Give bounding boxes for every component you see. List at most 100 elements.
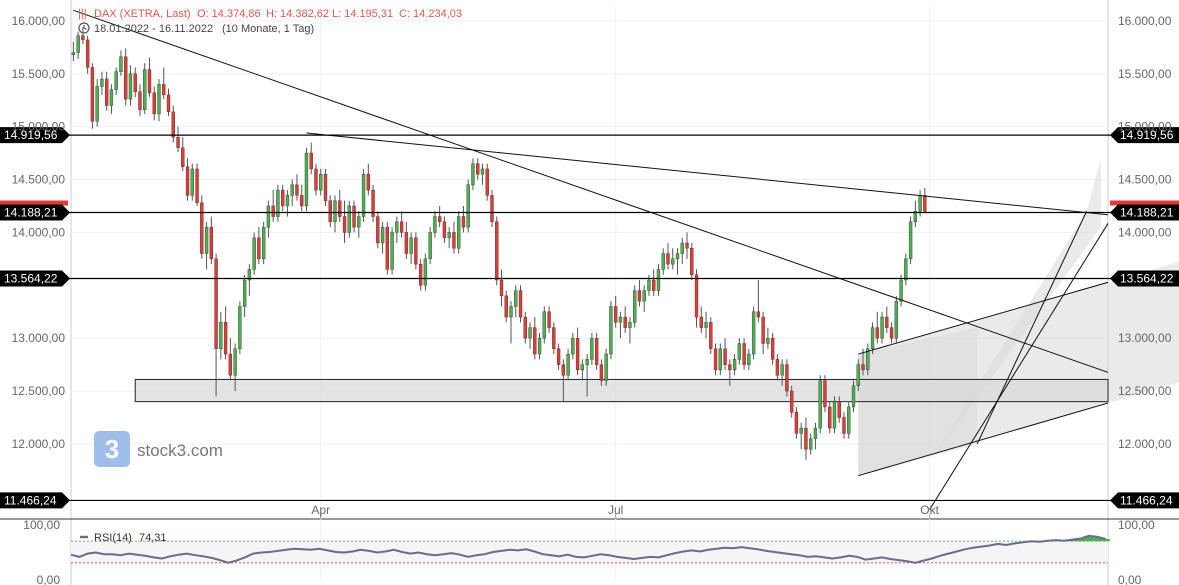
candle-down <box>885 316 889 328</box>
candle-down <box>281 189 285 207</box>
candle-down <box>147 69 152 93</box>
candle-up <box>818 380 822 429</box>
rsi-overbought-fill <box>1101 539 1110 542</box>
y-tick-label-right: 14.000,00 <box>1118 225 1172 239</box>
candle-down <box>690 248 694 275</box>
level-tag-bg <box>1110 270 1179 287</box>
rsi-overbought-fill <box>1076 538 1085 542</box>
candle-up <box>528 327 532 339</box>
candle-up <box>799 427 803 434</box>
trendline <box>976 211 1088 445</box>
level-tag-label: 13.564,22 <box>1120 272 1174 286</box>
rsi-overbought-fill <box>1093 536 1102 542</box>
candle-up <box>718 348 722 371</box>
candle-up <box>737 343 742 360</box>
rsi-band <box>71 541 1108 563</box>
trendline <box>858 402 1108 477</box>
x-tick-label: Apr <box>311 503 330 517</box>
candle-down <box>271 205 275 217</box>
candle-up <box>604 353 608 381</box>
x-tick-label: Okt <box>920 503 939 517</box>
candle-down <box>418 263 423 286</box>
candle-up <box>457 216 461 249</box>
candle-up <box>585 359 589 365</box>
candle-down <box>518 290 523 318</box>
candle-down <box>81 35 85 41</box>
level-tag-left: 11.466,24 <box>0 492 70 509</box>
candle-up <box>114 71 118 90</box>
y-tick-label-left: 14.000,00 <box>12 225 66 239</box>
candle-down <box>556 348 561 365</box>
rsi-overbought-fill <box>1084 535 1094 542</box>
candle-down <box>837 401 841 418</box>
candle-up <box>466 184 470 228</box>
candle-down <box>328 200 332 223</box>
candle-down <box>223 322 228 355</box>
level-tag-label: 14.919,56 <box>1120 128 1174 142</box>
candle-down <box>823 380 827 408</box>
level-tag-label: 14.919,56 <box>4 128 58 142</box>
y-tick-label-left: 13.000,00 <box>12 331 66 345</box>
candle-up <box>675 253 680 260</box>
candle-type-icon[interactable]: ||| <box>78 8 87 20</box>
candle-down <box>789 390 794 413</box>
chart-header: ||| DAX (XETRA, Last) O: 14.374,86 H: 14… <box>78 8 462 35</box>
candle-up <box>433 216 437 233</box>
candle-up <box>304 152 309 207</box>
candle-down <box>124 56 128 100</box>
candle-up <box>276 189 280 217</box>
level-tag-bg <box>0 492 70 509</box>
candle-down <box>257 237 261 260</box>
candle-down <box>533 327 537 355</box>
level-tag-bg <box>0 270 70 287</box>
level-tag-label: 14.188,21 <box>1120 206 1174 220</box>
period-label: (10 Monate, 1 Tag) <box>222 23 314 35</box>
support-zone <box>134 378 1109 403</box>
level-highlight <box>1110 200 1179 206</box>
candle-down <box>623 316 627 328</box>
candle-up <box>238 306 242 349</box>
candle-up <box>447 232 451 238</box>
candle-down <box>499 279 504 297</box>
candle-down <box>105 78 109 106</box>
candle-down <box>85 39 90 68</box>
candle-down <box>889 327 894 339</box>
candle-down <box>775 359 780 376</box>
candle-down <box>547 311 551 328</box>
candle-up <box>704 322 708 328</box>
candle-up <box>428 232 432 260</box>
y-tick-label-right: 16.000,00 <box>1118 14 1172 28</box>
candle-up <box>580 364 585 371</box>
candle-down <box>166 94 171 113</box>
candle-down <box>376 216 380 244</box>
candle-up <box>100 78 104 87</box>
candle-down <box>171 111 175 138</box>
candle-down <box>495 221 499 281</box>
candle-up <box>571 337 575 355</box>
candle-up <box>847 406 851 434</box>
x-axis: Apr Jul Okt <box>311 503 940 519</box>
candle-down <box>133 73 137 92</box>
candle-down <box>176 137 180 148</box>
candle-up <box>252 237 256 270</box>
candle-up <box>918 195 922 212</box>
candle-down <box>770 337 775 360</box>
y-tick-label-left: 14.500,00 <box>12 173 66 187</box>
candle-down <box>699 316 703 328</box>
candle-up <box>566 353 570 376</box>
candle-down <box>437 216 442 223</box>
candle-up <box>423 258 428 286</box>
candle-up <box>747 353 751 365</box>
candle-up <box>514 290 518 307</box>
candle-up <box>671 258 675 265</box>
candle-down <box>842 417 846 434</box>
level-tag-right: 14.188,21 <box>1110 200 1179 221</box>
candle-down <box>504 295 508 318</box>
candle-up <box>409 237 413 254</box>
level-tag-bg <box>1110 492 1179 509</box>
level-tag-right: 13.564,22 <box>1110 270 1179 287</box>
candle-up <box>647 279 651 291</box>
candle-down <box>923 195 927 212</box>
rsi-label: RSI(14) <box>94 532 132 544</box>
candle-up <box>347 205 351 233</box>
